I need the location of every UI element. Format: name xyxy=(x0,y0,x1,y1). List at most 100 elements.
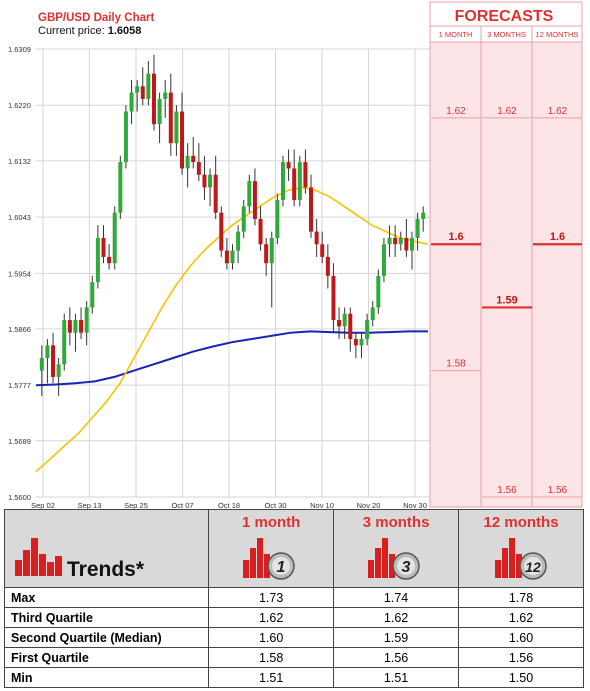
forecast-median-label: 1.59 xyxy=(496,294,517,306)
candle-body xyxy=(421,212,426,219)
candlestick-series xyxy=(39,54,426,396)
y-tick-label: 1.6132 xyxy=(8,157,31,166)
trends-cell: 1.62 xyxy=(208,607,335,628)
candle-body xyxy=(387,237,392,245)
trends-column-label: 1 month xyxy=(241,514,301,531)
moving-average-long xyxy=(35,330,428,387)
trends-cell: 1.60 xyxy=(208,627,335,648)
candle-body xyxy=(353,339,358,346)
trend-12-months-icon: 12 xyxy=(495,538,547,580)
candle-body xyxy=(303,162,308,188)
candle-body xyxy=(236,231,241,251)
candle-body xyxy=(381,244,386,276)
y-tick-label: 1.6043 xyxy=(8,213,31,222)
candle-body xyxy=(325,256,330,276)
y-tick-label: 1.5954 xyxy=(8,269,31,278)
trends-row-label: Third Quartile xyxy=(3,607,210,628)
trends-column-label: 12 months xyxy=(483,514,559,531)
candle-body xyxy=(45,345,50,358)
candle-body xyxy=(151,73,156,125)
candle-body xyxy=(107,256,112,264)
trends-row: Max 1.73 1.74 1.78 xyxy=(3,587,584,608)
trend-badge: 1 xyxy=(277,559,286,576)
x-tick-label: Oct 07 xyxy=(171,501,193,510)
candle-body xyxy=(95,237,100,283)
forecast-lower-label: 1.58 xyxy=(446,359,466,370)
y-tick-label: 1.6220 xyxy=(8,101,31,110)
trends-cell: 1.62 xyxy=(333,607,460,628)
trends-title-cell: Trends* xyxy=(3,509,210,588)
x-tick-label: Nov 10 xyxy=(310,501,334,510)
forecast-median-label: 1.6 xyxy=(448,231,463,243)
candle-body xyxy=(174,111,179,144)
candle-body xyxy=(163,92,168,99)
candle-body xyxy=(123,111,128,163)
trends-title: Trends* xyxy=(67,558,145,581)
trends-cell: 1.51 xyxy=(333,667,460,688)
candle-body xyxy=(359,339,364,346)
candle-body xyxy=(51,345,56,377)
trends-cell: 1.51 xyxy=(208,667,335,688)
trends-cell: 1.60 xyxy=(458,627,584,648)
trends-row-label: Min xyxy=(3,667,210,688)
candle-body xyxy=(73,320,78,333)
trends-header-row: Trends* 1 month 1 3 months xyxy=(3,509,584,588)
candle-body xyxy=(258,218,263,245)
candle-body xyxy=(196,162,201,175)
forecast-lower-label: 1.56 xyxy=(548,485,568,496)
current-price-label: Current price: xyxy=(38,25,105,37)
candle-body xyxy=(140,86,145,99)
bar-chart-icon xyxy=(15,538,62,576)
candle-body xyxy=(331,275,336,321)
candle-body xyxy=(415,218,420,238)
candle-body xyxy=(84,307,89,333)
forecast-lower-label: 1.56 xyxy=(497,485,517,496)
candle-body xyxy=(129,92,134,112)
candle-body xyxy=(286,162,291,169)
trends-cell: 1.62 xyxy=(458,607,584,628)
trends-row-label: Second Quartile (Median) xyxy=(3,627,210,648)
candle-body xyxy=(230,250,235,264)
x-tick-label: Nov 30 xyxy=(403,501,427,510)
candle-body xyxy=(112,212,117,264)
trend-badge: 3 xyxy=(402,559,411,576)
forecast-column-1-month: 1 MONTH xyxy=(439,30,473,39)
candle-body xyxy=(168,92,173,144)
candle-body xyxy=(269,237,274,264)
forecast-upper-label: 1.62 xyxy=(497,106,517,117)
y-tick-label: 1.5689 xyxy=(8,437,31,446)
candle-body xyxy=(224,250,229,264)
moving-average-long-line xyxy=(35,330,428,387)
candle-body xyxy=(309,187,314,232)
candle-body xyxy=(79,320,84,333)
x-tick-label: Nov 20 xyxy=(357,501,381,510)
chart-title: GBP/USD Daily Chart xyxy=(38,12,154,24)
trends-cell: 1.56 xyxy=(333,647,460,668)
forecast-marks: 1.62 1.6 1.58 1.62 1.59 1.56 1.62 1.6 1.56 xyxy=(431,106,582,498)
candle-body xyxy=(208,174,213,188)
candle-body xyxy=(62,320,67,365)
trends-cell: 1.56 xyxy=(458,647,584,668)
candle-body xyxy=(247,181,252,207)
candle-body xyxy=(365,320,370,340)
candle-body xyxy=(275,200,280,238)
trend-badge: 12 xyxy=(525,559,541,575)
x-tick-label: Sep 02 xyxy=(31,501,55,510)
trends-cell: 1.73 xyxy=(208,587,335,608)
candle-body xyxy=(219,212,224,251)
gbpusd-chart: 1.6309 1.6220 1.6132 1.6043 1.5954 1.5866 1.57… xyxy=(8,1,583,510)
candle-body xyxy=(292,168,297,201)
candle-body xyxy=(348,313,353,340)
trends-table: Trends* 1 month 1 3 months xyxy=(3,509,584,688)
candle-body xyxy=(118,162,123,213)
x-axis: Sep 02 Sep 13 Sep 25 Oct 07 Oct 18 Oct 30 Nov … xyxy=(31,501,427,510)
candle-body xyxy=(157,98,162,125)
candle-body xyxy=(320,244,325,257)
candle-body xyxy=(297,162,302,201)
trends-row: Min 1.51 1.51 1.50 xyxy=(3,667,584,688)
candle-body xyxy=(202,174,207,188)
forecast-median-label: 1.6 xyxy=(550,231,565,243)
candle-body xyxy=(370,307,375,321)
moving-average-short-line xyxy=(35,186,429,473)
x-tick-label: Oct 18 xyxy=(218,501,240,510)
